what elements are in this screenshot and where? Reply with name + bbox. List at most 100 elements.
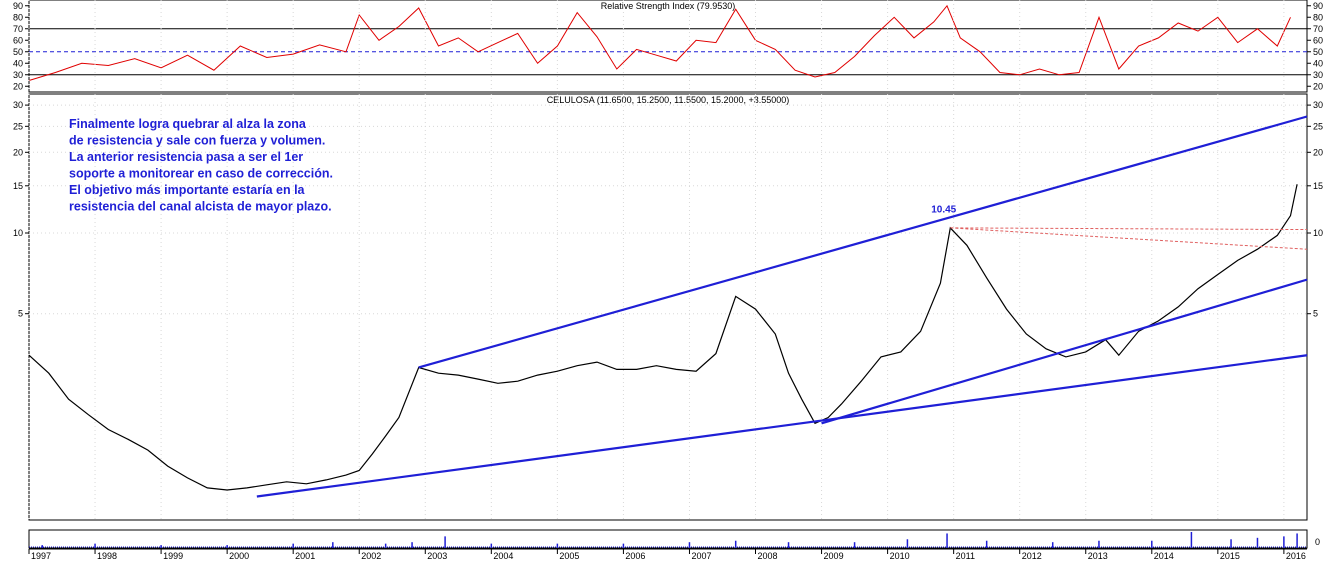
commentary: Finalmente logra quebrar al alza la zona…: [69, 117, 333, 214]
volume-bar: [1151, 540, 1153, 548]
volume-bar: [1283, 536, 1285, 548]
price-tick-label-right: 15: [1313, 181, 1323, 191]
channel-trendline: [418, 115, 1308, 369]
x-tick-label: 1997: [31, 551, 51, 561]
volume-bar: [1190, 532, 1193, 548]
volume-bar: [292, 543, 294, 548]
resistance-dashed-line: [950, 227, 1308, 250]
price-tick-label-right: 20: [1313, 147, 1323, 157]
volume-bar: [41, 545, 43, 548]
volume-bar: [853, 542, 856, 548]
x-tick-label: 2009: [824, 551, 844, 561]
price-tick-label-right: 10: [1313, 228, 1323, 238]
price-tick-label-right: 5: [1313, 309, 1318, 319]
price-tick-label-left: 5: [18, 309, 23, 319]
price-annotations: 10.45: [931, 205, 956, 216]
x-tick-label: 2011: [956, 551, 975, 561]
x-tick-label: 2000: [229, 551, 249, 561]
x-tick-label: 1998: [97, 551, 117, 561]
price-tick-label-left: 10: [13, 228, 23, 238]
x-tick-label: 2012: [1022, 551, 1042, 561]
volume-bar: [411, 542, 413, 548]
rsi-lines: [28, 4, 1291, 81]
price-title: CELULOSA (11.6500, 15.2500, 11.5500, 15.…: [547, 95, 790, 105]
commentary-line: soporte a monitorear en caso de correcci…: [69, 167, 333, 181]
commentary-line: de resistencia y sale con fuerza y volum…: [69, 134, 325, 148]
x-axis: 1997 1998 1999 2000 2001 2002 2003 2004 2005 2006…: [28, 548, 1307, 561]
price-ticks: 5 5 10 10 15 15 20 20 25 25 30 30: [13, 100, 1323, 319]
rsi-tick-label-right: 50: [1313, 47, 1323, 57]
volume-bar: [444, 536, 446, 548]
volume-bar: [332, 542, 334, 548]
volume-bar: [734, 540, 737, 548]
channel-trendline: [821, 278, 1308, 425]
volume-bar: [384, 543, 387, 548]
volume-bar: [946, 533, 948, 548]
resistance-dashed-line: [950, 227, 1308, 231]
volume-bar: [490, 543, 493, 548]
rsi-levels: [29, 28, 1307, 76]
commentary-line: Finalmente logra quebrar al alza la zona: [69, 117, 307, 131]
volume-bars: [29, 532, 1307, 548]
x-tick-label: 2013: [1088, 551, 1108, 561]
x-tick-label: 2005: [559, 551, 579, 561]
rsi-frame: [28, 0, 1308, 93]
volume-bar: [1296, 533, 1298, 548]
volume-ticks: 0: [1315, 537, 1320, 547]
x-tick-label: 2014: [1154, 551, 1174, 561]
rsi-tick-label-left: 20: [13, 81, 23, 91]
rsi-series-line: [28, 4, 1291, 81]
price-tick-label-left: 20: [13, 147, 23, 157]
rsi-tick-label-left: 70: [13, 24, 23, 34]
x-tick-label: 2010: [890, 551, 910, 561]
x-tick-label: 2007: [691, 551, 711, 561]
price-tick-label-left: 15: [13, 181, 23, 191]
volume-bar: [787, 542, 790, 548]
volume-bar: [622, 543, 625, 548]
x-tick-label: 2015: [1220, 551, 1240, 561]
price-series-line: [28, 184, 1298, 491]
commentary-line: La anterior resistencia pasa a ser el 1e…: [69, 150, 303, 164]
volume-bar: [94, 543, 96, 548]
rsi-tick-label-left: 60: [13, 35, 23, 45]
rsi-title: Relative Strength Index (79.9530): [601, 1, 736, 11]
price-tick-label-right: 30: [1313, 100, 1323, 110]
commentary-line: El objetivo más importante estaría en la: [69, 183, 306, 197]
x-tick-label: 2003: [427, 551, 447, 561]
rsi-tick-label-right: 90: [1313, 1, 1323, 11]
volume-bar: [1230, 539, 1232, 548]
price-tick-label-left: 30: [13, 100, 23, 110]
x-tick-label: 2008: [758, 551, 778, 561]
rsi-tick-label-left: 30: [13, 70, 23, 80]
x-tick-label: 1999: [163, 551, 183, 561]
rsi-tick-label-right: 30: [1313, 70, 1323, 80]
x-tick-label: 2001: [295, 551, 315, 561]
volume-frame: [28, 529, 1308, 549]
rsi-tick-label-right: 20: [1313, 81, 1323, 91]
volume-bar: [688, 542, 691, 548]
rsi-tick-label-right: 60: [1313, 35, 1323, 45]
price-tick-label-left: 25: [13, 121, 23, 131]
rsi-tick-label-left: 50: [13, 47, 23, 57]
x-tick-label: 2002: [361, 551, 381, 561]
volume-panel: 0: [28, 529, 1320, 549]
rsi-tick-label-right: 80: [1313, 12, 1323, 22]
volume-bar: [985, 540, 988, 548]
rsi-tick-label-right: 70: [1313, 24, 1323, 34]
volume-tick-label: 0: [1315, 537, 1320, 547]
rsi-tick-label-left: 90: [13, 1, 23, 11]
x-tick-label: 2016: [1286, 551, 1306, 561]
trendlines: [256, 115, 1308, 498]
volume-bar: [1051, 542, 1054, 548]
rsi-tick-label-left: 80: [13, 12, 23, 22]
price-panel: CELULOSA (11.6500, 15.2500, 11.5500, 15.…: [13, 0, 1323, 521]
volume-bar: [1098, 540, 1100, 548]
peak-value-label: 10.45: [931, 205, 956, 216]
price-lines: [28, 184, 1298, 491]
rsi-tick-label-left: 40: [13, 58, 23, 68]
x-tick-label: 2006: [625, 551, 645, 561]
x-tick-label: 2004: [493, 551, 513, 561]
